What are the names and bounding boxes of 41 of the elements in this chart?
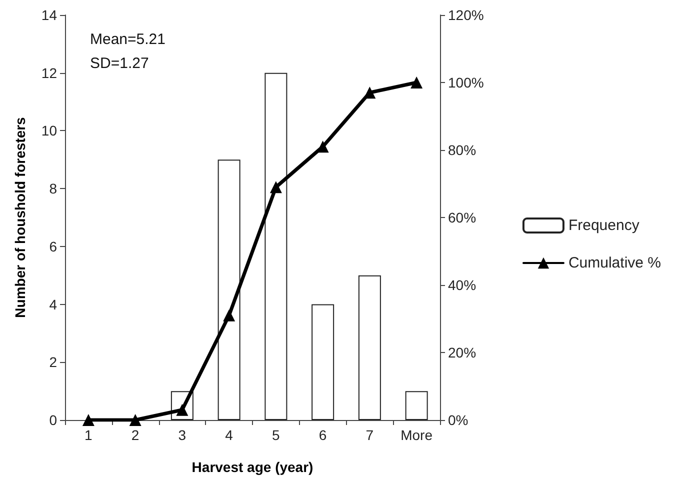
y2-tick-label: 40% <box>448 277 476 293</box>
point <box>364 86 376 99</box>
x-tick-label: 7 <box>366 427 374 443</box>
legend-label: Cumulative % <box>568 254 662 272</box>
y2-tick-label: 20% <box>448 344 476 360</box>
x-tick-label: More <box>400 427 433 443</box>
y-tick-label: 0 <box>49 412 58 428</box>
annotation: SD=1.27 <box>90 55 149 72</box>
point <box>316 140 329 153</box>
x-tick-label: 4 <box>225 427 234 443</box>
x-tick-label: 6 <box>318 427 327 443</box>
bar <box>405 391 428 420</box>
y2-tick-label: 80% <box>448 142 476 158</box>
x-axis-title: Harvest age (year) <box>192 459 314 475</box>
bar <box>218 160 240 420</box>
annotation: Mean=5.21 <box>90 31 166 48</box>
y-tick-label: 4 <box>49 296 58 312</box>
point <box>82 414 94 426</box>
point <box>270 181 282 194</box>
y-tick-label: 2 <box>49 354 58 370</box>
bar <box>358 275 381 420</box>
point <box>223 309 236 322</box>
x-tick-label: 5 <box>272 427 280 443</box>
y-tick-label: 10 <box>41 122 58 139</box>
x-tick-label: 2 <box>131 427 140 443</box>
y-axis-title: Number of houshold foresters <box>12 116 28 318</box>
y2-tick-label: 120% <box>448 7 484 23</box>
y-tick-label: 12 <box>41 64 58 81</box>
bar <box>312 304 334 420</box>
y-tick-label: 14 <box>41 7 58 23</box>
point <box>410 76 423 88</box>
point <box>129 414 142 426</box>
x-tick-label: 1 <box>84 427 93 443</box>
x-tick-label: 3 <box>178 427 186 443</box>
y2-tick-label: 0% <box>448 412 468 428</box>
bar <box>264 72 288 420</box>
legend-label: Frequency <box>568 217 640 234</box>
y2-tick-label: 100% <box>448 74 484 90</box>
y2-tick-label: 60% <box>448 210 476 226</box>
y-tick-label: 8 <box>49 180 58 197</box>
y-tick-label: 6 <box>49 238 58 254</box>
